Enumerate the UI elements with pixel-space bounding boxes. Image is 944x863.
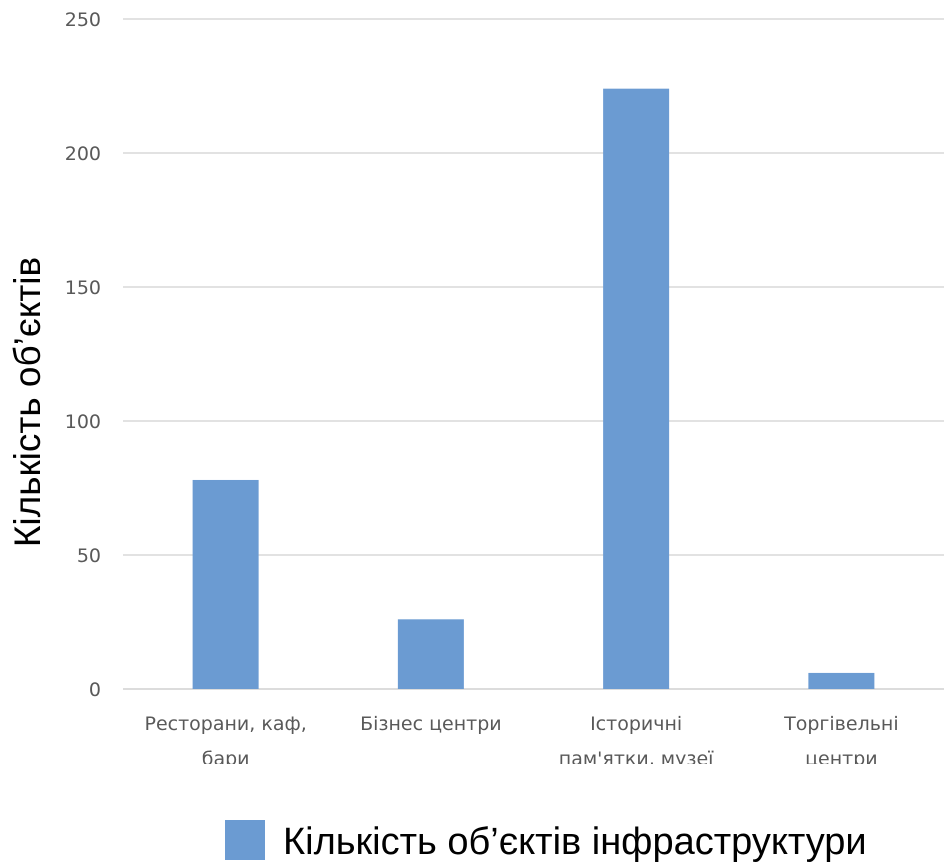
bar-1 bbox=[192, 479, 259, 689]
y-axis-label: Кількість об’єктів bbox=[7, 257, 48, 547]
gridlines bbox=[123, 18, 944, 690]
x-axis-category-labels: Ресторани, каф, бари Бізнес центри Історичн… bbox=[145, 713, 899, 770]
y-axis-ticks: 0 50 100 150 200 250 bbox=[65, 9, 101, 701]
legend: Кількість об’єктів інфраструктури bbox=[225, 820, 867, 863]
x-category-label: Історичні пам'ятки, музеї bbox=[559, 713, 714, 770]
x-category-label: Ресторани, каф, бари bbox=[145, 713, 307, 770]
y-tick-label: 100 bbox=[65, 411, 101, 433]
legend-label: Кількість об’єктів інфраструктури bbox=[283, 821, 867, 863]
y-tick-label: 250 bbox=[65, 9, 101, 31]
x-category-label: Торгівельні центри bbox=[783, 713, 898, 770]
bar-4 bbox=[808, 672, 875, 689]
bar-3 bbox=[603, 88, 670, 690]
x-category-label: Бізнес центри bbox=[360, 713, 502, 735]
bar-2 bbox=[397, 619, 464, 689]
y-tick-label: 200 bbox=[65, 143, 101, 165]
legend-swatch bbox=[225, 820, 265, 860]
y-tick-label: 50 bbox=[77, 545, 101, 567]
bars bbox=[192, 88, 875, 690]
y-tick-label: 0 bbox=[89, 679, 101, 701]
y-tick-label: 150 bbox=[65, 277, 101, 299]
